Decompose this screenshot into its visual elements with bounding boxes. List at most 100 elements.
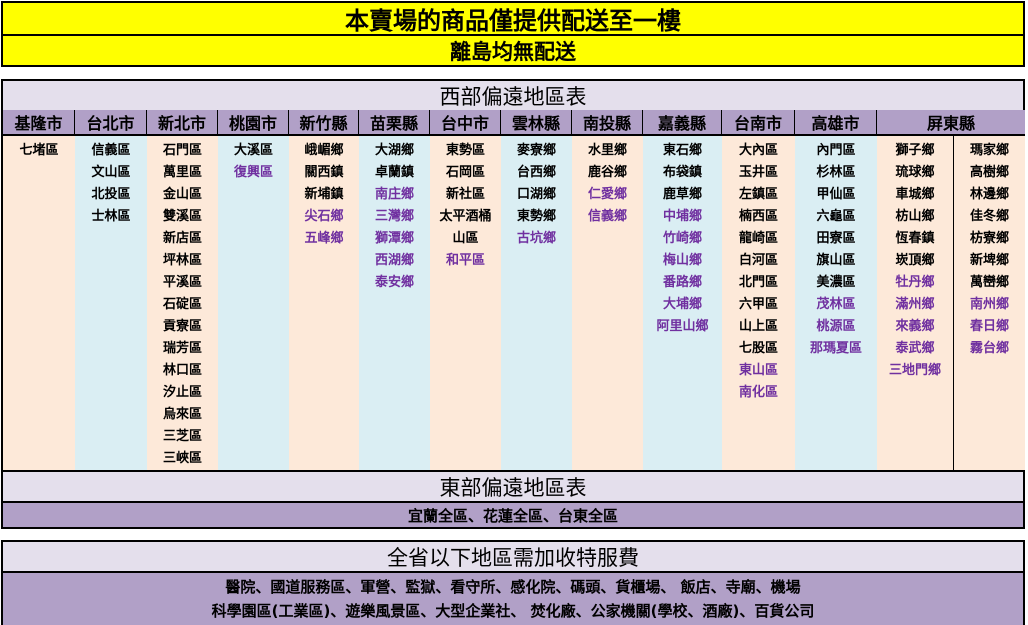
remote-area-item: 和平區 bbox=[445, 253, 485, 268]
surcharge-line-1: 醫院、國道服務區、軍營、監獄、看守所、感化院、碼頭、貨櫃場、 飯店、寺廟、機場 bbox=[225, 578, 801, 596]
area-item: 三峽區 bbox=[162, 451, 202, 466]
remote-area-item: 中埔鄉 bbox=[662, 209, 702, 224]
column-6: 苗栗縣 大湖鄉 卓蘭鎮 南庄鄉 三灣鄉 獅潭鄉 西湖鄉 泰安鄉 bbox=[359, 110, 430, 472]
area-item: 東勢鄉 bbox=[516, 209, 556, 224]
column-header: 苗栗縣 bbox=[359, 110, 429, 136]
column-8: 雲林縣 麥寮鄉 台西鄉 口湖鄉 東勢鄉 古坑鄉 bbox=[501, 110, 572, 472]
column-body: 石門區 萬里區 金山區 雙溪區 新店區 坪林區 平溪區 石碇區 貢寮區 瑞芳區 林口區 汐止區 烏來區三… bbox=[147, 136, 218, 472]
column-body: 信義區 文山區 北投區 士林區 bbox=[75, 136, 147, 472]
area-item: 鹿草鄉 bbox=[662, 187, 702, 202]
area-item: 美濃區 bbox=[816, 275, 856, 290]
column-body: 東石鄉 布袋鎮 鹿草鄉 中埔鄉 竹崎鄉 梅山鄉 番路鄉 大埔鄉 阿里山鄉 bbox=[643, 136, 722, 472]
area-item: 白河區 bbox=[738, 253, 778, 268]
remote-area-item: 三灣鄉 bbox=[374, 209, 414, 224]
area-item: 新社區 bbox=[445, 187, 485, 202]
remote-area-item: 竹崎鄉 bbox=[662, 231, 702, 246]
column-13: 屏東縣 獅子鄉 琉球鄉 車城鄉 枋山鄉 恆春鎮 崁頂鄉 牡丹鄉 滿州鄉 來義鄉 泰武鄉 三地門鄉 瑪家鄉… bbox=[877, 110, 1025, 472]
area-item: 布袋鎮 bbox=[662, 165, 702, 180]
column-body: 東勢區 石岡區 新社區 太平酒桶 山區 和平區 bbox=[430, 136, 501, 472]
area-item: 杉林區 bbox=[816, 165, 856, 180]
area-item: 楠西區 bbox=[738, 209, 778, 224]
column-1: 基隆市 七堵區 bbox=[3, 110, 75, 472]
column-header: 台北市 bbox=[75, 110, 146, 136]
area-item: 玉井區 bbox=[738, 165, 778, 180]
column-body: 峨嵋鄉 關西鎮 新埔鎮 尖石鄉 五峰鄉 bbox=[289, 136, 359, 472]
area-item: 平溪區 bbox=[162, 275, 202, 290]
column-body: 內門區 杉林區 甲仙區 六龜區 田寮區 旗山區 美濃區 茂林區 桃源區 那瑪夏區 bbox=[795, 136, 877, 472]
column-header: 高雄市 bbox=[795, 110, 876, 136]
area-item: 汐止區 bbox=[162, 385, 202, 400]
area-item: 北門區 bbox=[738, 275, 778, 290]
column-5: 新竹縣 峨嵋鄉 關西鎮 新埔鎮 尖石鄉 五峰鄉 bbox=[289, 110, 359, 472]
remote-area-item: 尖石鄉 bbox=[304, 209, 344, 224]
remote-area-item: 南庄鄉 bbox=[374, 187, 414, 202]
area-item: 枋寮鄉 bbox=[969, 231, 1009, 246]
column-7: 台中市 東勢區 石岡區 新社區 太平酒桶 山區 和平區 bbox=[430, 110, 501, 472]
column-body: 獅子鄉 琉球鄉 車城鄉 枋山鄉 恆春鎮 崁頂鄉 牡丹鄉 滿州鄉 來義鄉 泰武鄉 三地門鄉 bbox=[877, 136, 954, 472]
column-header: 新竹縣 bbox=[289, 110, 358, 136]
column-3: 新北市 石門區 萬里區 金山區 雙溪區 新店區 坪林區 平溪區 石碇區 貢寮區 瑞芳區 林口區 汐止區烏… bbox=[147, 110, 218, 472]
column-header: 桃園市 bbox=[218, 110, 288, 136]
column-body: 大湖鄉 卓蘭鎮 南庄鄉 三灣鄉 獅潭鄉 西湖鄉 泰安鄉 bbox=[359, 136, 430, 472]
area-item: 石碇區 bbox=[162, 297, 202, 312]
area-item: 麥寮鄉 bbox=[516, 143, 556, 158]
remote-area-item: 西湖鄉 bbox=[374, 253, 414, 268]
area-item: 恆春鎮 bbox=[895, 231, 935, 246]
area-item: 獅子鄉 bbox=[895, 143, 935, 158]
area-item: 士林區 bbox=[91, 209, 131, 224]
area-item: 烏來區 bbox=[162, 407, 202, 422]
area-item: 金山區 bbox=[162, 187, 202, 202]
area-item: 雙溪區 bbox=[162, 209, 202, 224]
area-item: 文山區 bbox=[91, 165, 131, 180]
column-header: 屏東縣 bbox=[877, 110, 1025, 136]
area-item: 大溪區 bbox=[233, 143, 273, 158]
area-item: 水里鄉 bbox=[587, 143, 627, 158]
column-header: 台南市 bbox=[722, 110, 794, 136]
banner-title: 本賣場的商品僅提供配送至一樓 bbox=[1, 1, 1025, 36]
area-item: 六龜區 bbox=[816, 209, 856, 224]
remote-area-item: 獅潭鄉 bbox=[374, 231, 414, 246]
remote-area-item: 三地門鄉 bbox=[888, 363, 941, 378]
area-item: 新店區 bbox=[162, 231, 202, 246]
column-body: 麥寮鄉 台西鄉 口湖鄉 東勢鄉 古坑鄉 bbox=[501, 136, 572, 472]
area-item: 三芝區 bbox=[162, 429, 202, 444]
area-item: 東石鄉 bbox=[662, 143, 702, 158]
area-item: 枋山鄉 bbox=[895, 209, 935, 224]
area-item: 石岡區 bbox=[445, 165, 485, 180]
area-item: 石門區 bbox=[162, 143, 202, 158]
area-item: 信義區 bbox=[91, 143, 131, 158]
area-item: 萬巒鄉 bbox=[969, 275, 1009, 290]
area-item: 內門區 bbox=[816, 143, 856, 158]
remote-area-item: 東山區 bbox=[738, 363, 778, 378]
area-item: 七堵區 bbox=[19, 143, 59, 158]
remote-area-item: 春日鄉 bbox=[969, 319, 1009, 334]
column-body: 大內區 玉井區 左鎮區 楠西區 龍崎區 白河區 北門區 六甲區 山上區 七股區 東山區 南化區 bbox=[722, 136, 795, 472]
surcharge-list: 醫院、國道服務區、軍營、監獄、看守所、感化院、碼頭、貨櫃場、 飯店、寺廟、機場 … bbox=[1, 571, 1025, 625]
area-item: 萬里區 bbox=[162, 165, 202, 180]
column-header: 基隆市 bbox=[3, 110, 74, 136]
area-item: 卓蘭鎮 bbox=[374, 165, 414, 180]
area-item: 關西鎮 bbox=[304, 165, 344, 180]
column-header: 台中市 bbox=[430, 110, 500, 136]
remote-area-item: 滿州鄉 bbox=[895, 297, 935, 312]
remote-area-item: 阿里山鄉 bbox=[656, 319, 709, 334]
area-item: 大內區 bbox=[738, 143, 778, 158]
remote-area-item: 大埔鄉 bbox=[662, 297, 702, 312]
remote-area-item: 桃源區 bbox=[816, 319, 856, 334]
area-item: 貢寮區 bbox=[162, 319, 202, 334]
remote-area-item: 復興區 bbox=[233, 165, 273, 180]
column-4: 桃園市 大溪區 復興區 bbox=[218, 110, 289, 472]
area-item: 龍崎區 bbox=[738, 231, 778, 246]
area-item: 崁頂鄉 bbox=[895, 253, 935, 268]
remote-area-item: 泰武鄉 bbox=[895, 341, 935, 356]
area-item: 林邊鄉 bbox=[969, 187, 1009, 202]
banner-subtitle: 離島均無配送 bbox=[1, 34, 1025, 67]
column-2: 台北市 信義區 文山區 北投區 士林區 bbox=[75, 110, 147, 472]
area-item: 田寮區 bbox=[816, 231, 856, 246]
area-item: 台西鄉 bbox=[516, 165, 556, 180]
area-item: 山區 bbox=[452, 231, 479, 246]
area-item: 瑪家鄉 bbox=[969, 143, 1009, 158]
remote-area-item: 霧台鄉 bbox=[969, 341, 1009, 356]
area-item: 太平酒桶 bbox=[439, 209, 492, 224]
remote-area-item: 牡丹鄉 bbox=[895, 275, 935, 290]
